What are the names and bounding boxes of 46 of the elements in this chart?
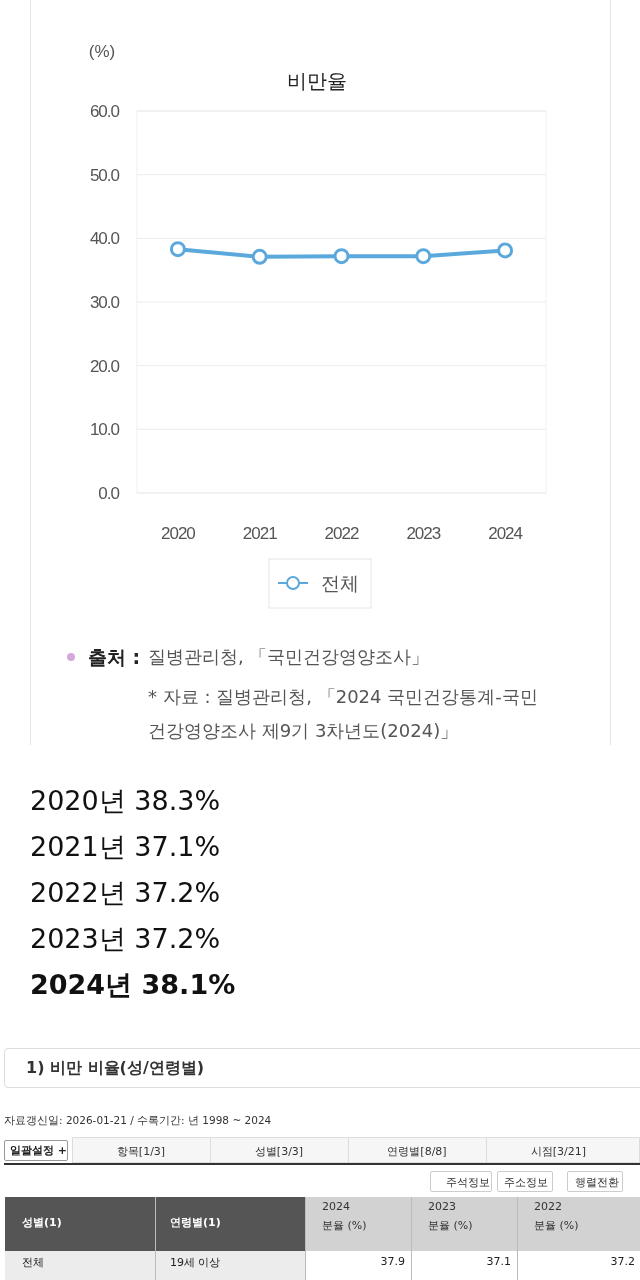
text: 2023년 37.2% <box>30 922 221 956</box>
legend-label: 전체 <box>321 573 359 594</box>
text: 2022년 37.2% <box>30 876 221 910</box>
y-tick-label: 10.0 <box>89 420 120 440</box>
y-tick-label: 0.0 <box>98 484 120 503</box>
y-axis-title: (%) <box>88 42 116 61</box>
text: 2021년 37.1% <box>30 830 221 864</box>
y-tick-label: 30.0 <box>89 293 120 312</box>
text: 37.9 <box>379 1255 405 1268</box>
text: 일괄설정 + <box>10 1143 68 1158</box>
text: 분율 (%) <box>428 1218 473 1233</box>
text: 37.1 <box>485 1255 511 1268</box>
text: 19세 이상 <box>170 1255 221 1270</box>
x-tick-label: 2022 <box>324 524 359 543</box>
text: 질병관리청, 「국민건강영양조사」 <box>148 645 430 669</box>
chart-title: 비만율 <box>287 70 347 92</box>
x-tick-label: 2024 <box>488 524 523 543</box>
text: 1) 비만 비율(성/연령별) <box>26 1058 205 1079</box>
x-tick-label: 2021 <box>242 524 278 543</box>
text: 항목[1/3] <box>115 1144 167 1159</box>
text: 성별[3/3] <box>253 1144 305 1159</box>
text: 주소정보 <box>504 1175 548 1190</box>
text: 자료갱신일: 2026-01-21 / 수록기간: 년 1998 ~ 2024 <box>4 1114 272 1128</box>
text: 연령별(1) <box>170 1215 221 1230</box>
text: 시점[3/21] <box>529 1144 586 1159</box>
x-tick-label: 2023 <box>406 524 441 543</box>
text: 성별(1) <box>22 1215 62 1230</box>
text: 주석정보 <box>446 1175 490 1190</box>
text: 전체 <box>22 1255 44 1270</box>
text: 분율 (%) <box>322 1218 367 1233</box>
source-note: 출처 : <box>88 645 141 670</box>
text: 2024 <box>322 1200 350 1213</box>
y-tick-label: 40.0 <box>89 229 120 249</box>
x-tick-label: 2020 <box>160 524 196 543</box>
text: 2023 <box>428 1200 456 1213</box>
y-tick-label: 20.0 <box>89 356 120 376</box>
y-tick-label: 60.0 <box>89 102 120 121</box>
text: 분율 (%) <box>534 1218 579 1233</box>
y-tick-label: 50.0 <box>89 165 120 185</box>
text: 행렬전환 <box>575 1175 619 1190</box>
text: 37.2 <box>609 1255 635 1268</box>
text: 2020년 38.3% <box>30 784 221 818</box>
text: 2022 <box>534 1200 562 1213</box>
text: 2024년 38.1% <box>30 968 236 1002</box>
text: 연령별[8/8] <box>386 1144 448 1159</box>
text: * 자료 : 질병관리청, 「2024 국민건강통계-국민 건강영양조사 제9기 3차년도(2024)」 <box>148 685 539 743</box>
